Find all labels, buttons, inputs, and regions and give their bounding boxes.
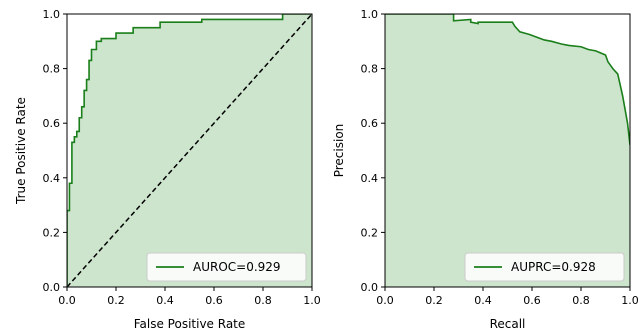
- x-tick-label: 0.4: [474, 294, 492, 307]
- y-axis-label: Precision: [332, 124, 346, 178]
- y-tick-label: 0.8: [43, 63, 61, 76]
- legend-box: [146, 252, 307, 282]
- plot-frame: [384, 13, 631, 288]
- x-tick-label: 0.0: [376, 294, 394, 307]
- x-tick-label: 1.0: [621, 294, 639, 307]
- y-tick-label: 0.6: [361, 117, 379, 130]
- x-axis-label: Recall: [490, 317, 526, 331]
- x-axis-label: False Positive Rate: [134, 317, 246, 331]
- legend-box: [464, 252, 625, 282]
- y-tick-label: 0.0: [361, 281, 379, 294]
- x-tick-label: 0.6: [205, 294, 223, 307]
- y-tick-label: 0.4: [43, 172, 61, 185]
- area-fill: [385, 14, 630, 287]
- y-axis-label: True Positive Rate: [14, 97, 28, 205]
- plot-frame: [66, 13, 313, 288]
- x-tick-label: 0.2: [425, 294, 443, 307]
- series-line: [385, 14, 630, 146]
- diagonal-reference-line: [66, 13, 313, 288]
- x-tick-label: 1.0: [303, 294, 321, 307]
- x-tick-label: 0.6: [523, 294, 541, 307]
- pr-chart-panel: 0.0 0.2 0.4 0.6 0.8 1.0 0.0 0.2 0.4 0.6 0.8 1.0 Reca…: [332, 8, 639, 331]
- y-tick-label: 1.0: [43, 8, 61, 21]
- x-tick-label: 0.8: [254, 294, 272, 307]
- x-tick-label: 0.8: [572, 294, 590, 307]
- y-tick-label: 0.2: [43, 226, 61, 239]
- x-tick-label: 0.2: [107, 294, 125, 307]
- legend-label: AUPRC=0.928: [511, 260, 596, 274]
- roc-chart-panel: 0.0 0.2 0.4 0.6 0.8 1.0 0.0 0.2 0.4 0.6 0.8 1.0 Fals…: [14, 8, 321, 331]
- y-tick-label: 0.6: [43, 117, 61, 130]
- x-tick-label: 0.0: [58, 294, 76, 307]
- y-tick-label: 0.4: [361, 172, 379, 185]
- y-tick-label: 0.2: [361, 226, 379, 239]
- y-tick-label: 0.8: [361, 63, 379, 76]
- series-line: [67, 14, 312, 287]
- y-tick-label: 1.0: [361, 8, 379, 21]
- legend-label: AUROC=0.929: [193, 260, 281, 274]
- x-tick-label: 0.4: [156, 294, 174, 307]
- y-tick-label: 0.0: [43, 281, 61, 294]
